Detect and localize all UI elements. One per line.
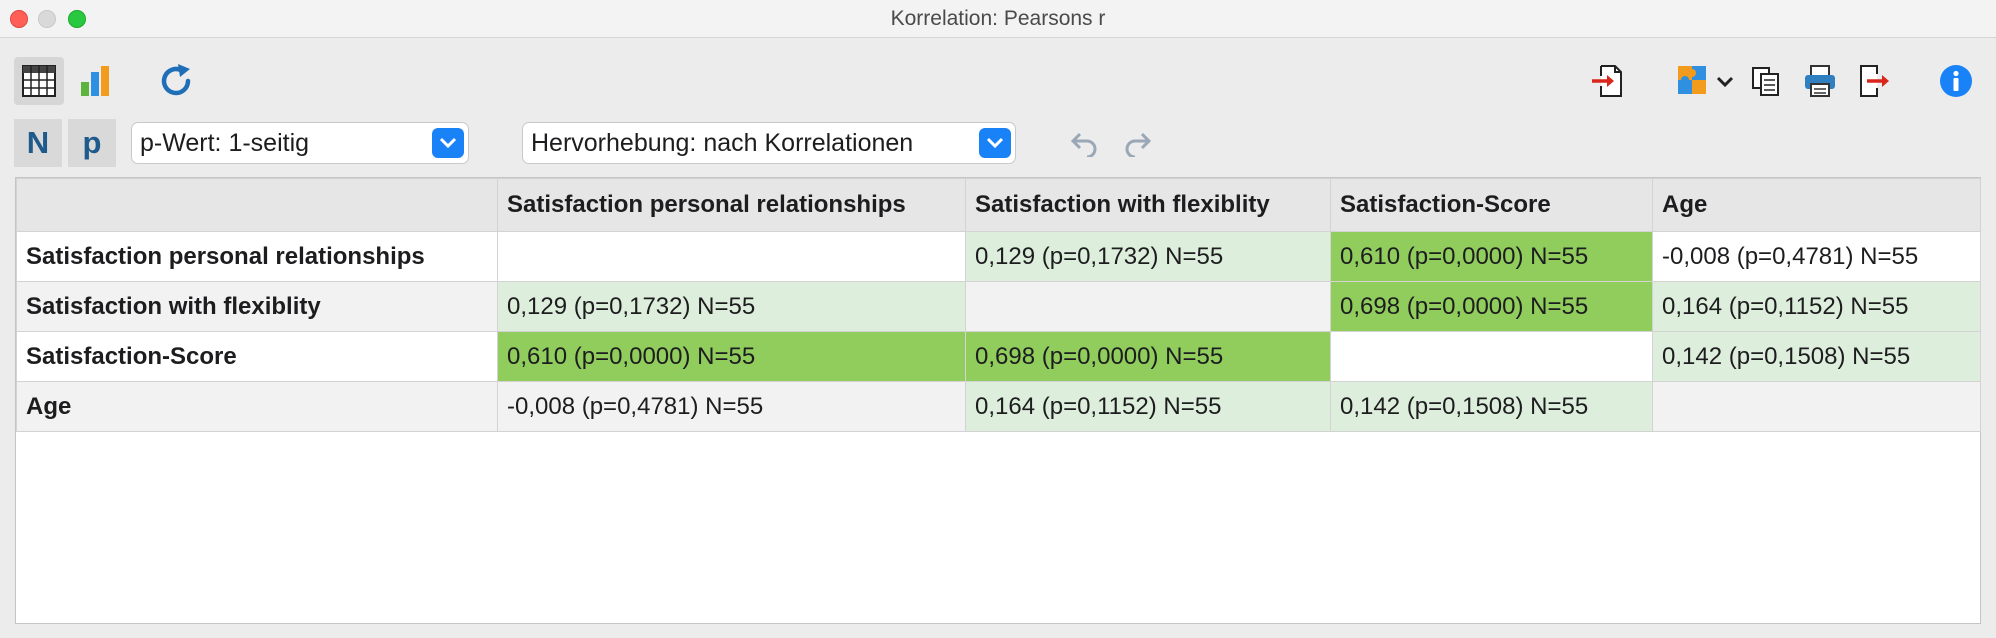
correlation-table: Satisfaction personal relationships Sati…: [16, 178, 1981, 432]
copy-button[interactable]: [1744, 57, 1788, 105]
minimize-window-button[interactable]: [38, 10, 56, 28]
table-cell[interactable]: 0,129 (p=0,1732) N=55: [965, 231, 1331, 282]
table-cell[interactable]: 0,698 (p=0,0000) N=55: [965, 331, 1331, 382]
undo-icon: [1067, 129, 1099, 157]
corner-header: [16, 178, 498, 232]
import-button[interactable]: [1584, 57, 1632, 105]
chart-view-button[interactable]: [70, 57, 118, 105]
redo-icon: [1123, 129, 1155, 157]
maximize-window-button[interactable]: [68, 10, 86, 28]
n-toggle-button[interactable]: N: [14, 119, 62, 167]
table-cell[interactable]: [497, 231, 966, 282]
copy-icon: [1750, 65, 1782, 97]
header-row: Satisfaction personal relationships Sati…: [16, 178, 1981, 232]
table-cell[interactable]: 0,164 (p=0,1152) N=55: [1652, 281, 1981, 332]
table-row: Satisfaction personal relationships 0,12…: [16, 231, 1981, 282]
table-row: Satisfaction with flexiblity 0,129 (p=0,…: [16, 281, 1981, 332]
table-cell[interactable]: 0,142 (p=0,1508) N=55: [1652, 331, 1981, 382]
column-header[interactable]: Age: [1652, 178, 1981, 232]
table-cell[interactable]: 0,610 (p=0,0000) N=55: [1330, 231, 1653, 282]
row-header[interactable]: Satisfaction personal relationships: [16, 231, 498, 282]
table-cell[interactable]: 0,698 (p=0,0000) N=55: [1330, 281, 1653, 332]
row-header[interactable]: Satisfaction-Score: [16, 331, 498, 382]
table-cell[interactable]: [1330, 331, 1653, 382]
p-toggle-button[interactable]: p: [68, 119, 116, 167]
redo-button[interactable]: [1119, 123, 1159, 163]
table-cell[interactable]: [1652, 381, 1981, 432]
p-value-select[interactable]: p-Wert: 1-seitig: [131, 122, 469, 164]
row-header[interactable]: Satisfaction with flexiblity: [16, 281, 498, 332]
table-cell[interactable]: 0,142 (p=0,1508) N=55: [1330, 381, 1653, 432]
window-title: Korrelation: Pearsons r: [890, 7, 1106, 30]
close-window-button[interactable]: [10, 10, 28, 28]
export-button[interactable]: [1852, 57, 1896, 105]
column-header[interactable]: Satisfaction with flexiblity: [965, 178, 1331, 232]
highlight-select[interactable]: Hervorhebung: nach Korrelationen: [522, 122, 1016, 164]
print-icon: [1803, 64, 1837, 98]
puzzle-export-icon: [1676, 64, 1738, 98]
table-view-button[interactable]: [14, 57, 64, 105]
info-button[interactable]: [1934, 57, 1978, 105]
puzzle-export-button[interactable]: [1672, 57, 1742, 105]
refresh-icon: [158, 63, 194, 99]
title-bar: Korrelation: Pearsons r: [0, 0, 1996, 38]
chevron-down-icon: [979, 128, 1011, 158]
table-cell[interactable]: [965, 281, 1331, 332]
row-header[interactable]: Age: [16, 381, 498, 432]
info-icon: [1939, 64, 1973, 98]
correlation-table-container: Satisfaction personal relationships Sati…: [15, 177, 1981, 624]
highlight-select-value: Hervorhebung: nach Korrelationen: [531, 129, 914, 157]
undo-button[interactable]: [1063, 123, 1103, 163]
chevron-down-icon: [432, 128, 464, 158]
chart-view-icon: [77, 64, 111, 98]
table-cell[interactable]: -0,008 (p=0,4781) N=55: [497, 381, 966, 432]
table-cell[interactable]: 0,164 (p=0,1152) N=55: [965, 381, 1331, 432]
column-header[interactable]: Satisfaction personal relationships: [497, 178, 966, 232]
table-cell[interactable]: 0,129 (p=0,1732) N=55: [497, 281, 966, 332]
import-icon: [1591, 64, 1625, 98]
table-row: Satisfaction-Score 0,610 (p=0,0000) N=55…: [16, 331, 1981, 382]
table-view-icon: [22, 65, 56, 97]
table-row: Age -0,008 (p=0,4781) N=55 0,164 (p=0,11…: [16, 381, 1981, 432]
p-value-select-value: p-Wert: 1-seitig: [140, 129, 310, 157]
export-icon: [1857, 64, 1891, 98]
table-cell[interactable]: -0,008 (p=0,4781) N=55: [1652, 231, 1981, 282]
column-header[interactable]: Satisfaction-Score: [1330, 178, 1653, 232]
print-button[interactable]: [1798, 57, 1842, 105]
refresh-button[interactable]: [152, 57, 200, 105]
table-cell[interactable]: 0,610 (p=0,0000) N=55: [497, 331, 966, 382]
